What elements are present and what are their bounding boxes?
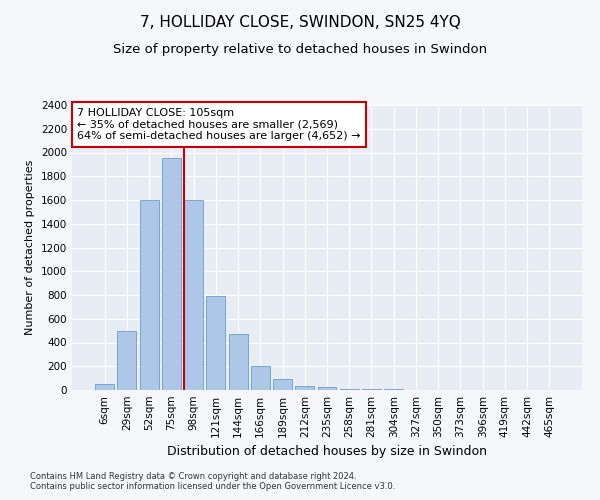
Bar: [295, 386, 314, 390]
Bar: [251, 366, 270, 390]
Bar: [273, 380, 292, 390]
Bar: [162, 158, 181, 390]
Text: Size of property relative to detached houses in Swindon: Size of property relative to detached ho…: [113, 42, 487, 56]
Bar: [206, 296, 225, 390]
Bar: [184, 200, 203, 390]
Y-axis label: Number of detached properties: Number of detached properties: [25, 160, 35, 335]
Bar: [140, 200, 158, 390]
Bar: [95, 384, 114, 390]
Text: 7 HOLLIDAY CLOSE: 105sqm
← 35% of detached houses are smaller (2,569)
64% of sem: 7 HOLLIDAY CLOSE: 105sqm ← 35% of detach…: [77, 108, 361, 141]
Bar: [118, 330, 136, 390]
X-axis label: Distribution of detached houses by size in Swindon: Distribution of detached houses by size …: [167, 446, 487, 458]
Text: 7, HOLLIDAY CLOSE, SWINDON, SN25 4YQ: 7, HOLLIDAY CLOSE, SWINDON, SN25 4YQ: [140, 15, 460, 30]
Bar: [229, 334, 248, 390]
Text: Contains HM Land Registry data © Crown copyright and database right 2024.: Contains HM Land Registry data © Crown c…: [30, 472, 356, 481]
Bar: [317, 387, 337, 390]
Text: Contains public sector information licensed under the Open Government Licence v3: Contains public sector information licen…: [30, 482, 395, 491]
Bar: [340, 389, 359, 390]
